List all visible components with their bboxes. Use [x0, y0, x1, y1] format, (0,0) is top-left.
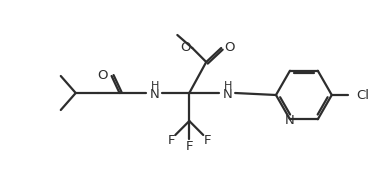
- Text: O: O: [97, 68, 107, 81]
- Text: N: N: [285, 114, 295, 127]
- Text: N: N: [222, 87, 232, 100]
- Text: F: F: [185, 140, 193, 153]
- Text: H: H: [151, 81, 160, 91]
- Text: O: O: [180, 41, 190, 54]
- Text: F: F: [204, 134, 211, 147]
- Text: H: H: [224, 81, 232, 91]
- Text: F: F: [167, 134, 175, 147]
- Text: O: O: [224, 41, 235, 54]
- Text: N: N: [150, 87, 159, 100]
- Text: Cl: Cl: [357, 89, 370, 102]
